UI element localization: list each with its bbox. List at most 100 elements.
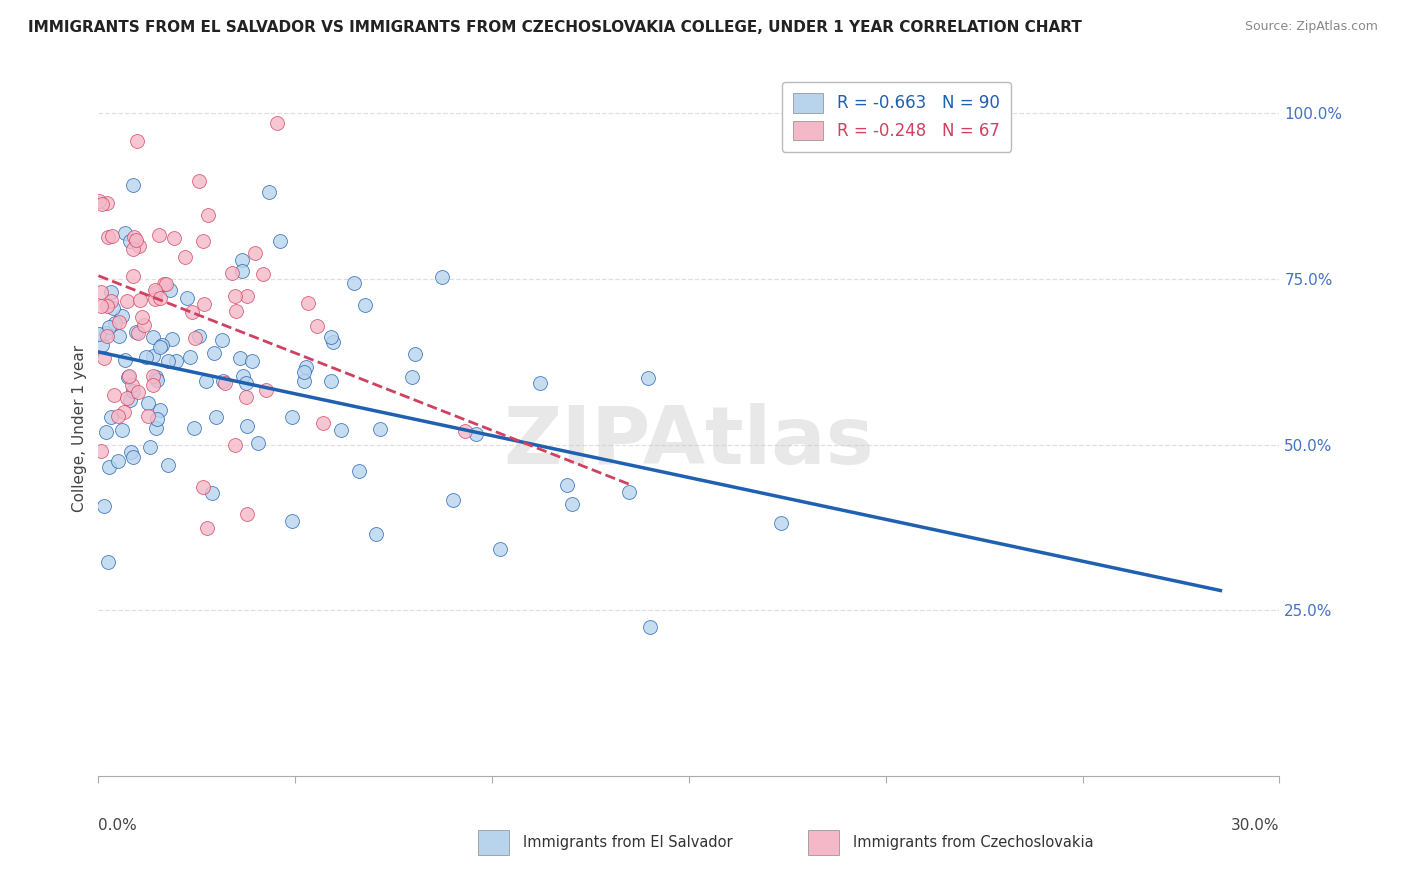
Point xyxy=(120,392,142,407)
Point xyxy=(232,368,254,383)
Point xyxy=(145,421,167,435)
Point xyxy=(221,266,243,280)
Point xyxy=(204,409,226,424)
Point xyxy=(112,405,135,419)
Point xyxy=(142,368,165,383)
Point xyxy=(149,291,172,305)
Point xyxy=(229,351,252,366)
Point xyxy=(142,349,165,363)
Point xyxy=(529,376,551,390)
Point xyxy=(96,328,118,343)
Point xyxy=(104,316,127,330)
Point xyxy=(122,450,145,465)
Point xyxy=(368,422,391,436)
Point xyxy=(150,338,173,352)
Point xyxy=(157,458,180,472)
Point xyxy=(111,423,134,437)
Text: 0.0%: 0.0% xyxy=(98,818,138,833)
Point xyxy=(108,315,131,329)
Point xyxy=(252,268,274,282)
Point xyxy=(179,351,201,365)
Point xyxy=(128,239,150,253)
Point xyxy=(637,371,659,385)
Point xyxy=(329,423,352,437)
Point xyxy=(114,353,136,368)
Point xyxy=(211,334,233,348)
Point xyxy=(240,354,263,368)
Legend: R = -0.663   N = 90, R = -0.248   N = 67: R = -0.663 N = 90, R = -0.248 N = 67 xyxy=(782,82,1011,152)
Point xyxy=(125,134,148,148)
Point xyxy=(638,620,661,634)
Point xyxy=(247,435,270,450)
Point xyxy=(183,421,205,435)
Point xyxy=(120,444,142,458)
Point xyxy=(312,416,335,430)
Point xyxy=(269,234,291,248)
Point xyxy=(146,411,169,425)
Point xyxy=(235,390,257,404)
Point xyxy=(122,242,145,256)
Text: Immigrants from El Salvador: Immigrants from El Salvador xyxy=(523,835,733,849)
Point xyxy=(236,418,259,433)
Point xyxy=(321,330,343,344)
Point xyxy=(107,454,129,468)
Point xyxy=(107,409,129,424)
Text: Immigrants from Czechoslovakia: Immigrants from Czechoslovakia xyxy=(853,835,1094,849)
Point xyxy=(101,301,124,316)
Point xyxy=(139,441,162,455)
Point xyxy=(292,374,315,388)
Point xyxy=(96,299,118,313)
Point xyxy=(97,229,120,244)
Point xyxy=(224,289,246,303)
Point xyxy=(122,230,145,244)
Point xyxy=(94,326,117,340)
Point xyxy=(322,335,344,350)
Point xyxy=(93,499,115,513)
Point xyxy=(100,285,122,300)
Point xyxy=(319,374,342,388)
Point xyxy=(236,289,259,303)
Point xyxy=(100,409,122,424)
Point xyxy=(202,345,225,359)
Point xyxy=(162,332,184,346)
Point xyxy=(90,300,112,314)
Point xyxy=(156,354,179,368)
Point xyxy=(90,443,112,458)
Point xyxy=(122,269,145,284)
Point xyxy=(142,378,165,392)
Point xyxy=(98,459,121,474)
Point xyxy=(97,319,120,334)
Point xyxy=(441,492,464,507)
Point xyxy=(266,116,288,130)
Point xyxy=(155,277,177,292)
Point xyxy=(91,197,114,211)
FancyBboxPatch shape xyxy=(808,830,839,855)
Point xyxy=(97,555,120,569)
Point xyxy=(94,425,117,440)
Point xyxy=(231,264,253,278)
Point xyxy=(195,521,218,535)
Point xyxy=(489,541,512,556)
Point xyxy=(231,253,253,268)
Point xyxy=(108,328,131,343)
Point xyxy=(90,285,112,300)
Text: ZIPAtlas: ZIPAtlas xyxy=(503,403,875,481)
Point xyxy=(769,516,792,530)
Point xyxy=(145,285,167,300)
Point xyxy=(342,276,364,290)
Point xyxy=(193,297,215,311)
Point xyxy=(465,427,488,442)
Point xyxy=(148,227,170,242)
Point xyxy=(143,283,166,297)
Point xyxy=(188,328,211,343)
Point xyxy=(555,478,578,492)
Point xyxy=(243,246,266,260)
Point xyxy=(224,438,246,452)
Point xyxy=(404,347,426,361)
Point xyxy=(254,383,277,397)
Point xyxy=(122,384,145,398)
Point xyxy=(149,403,172,417)
Point xyxy=(131,310,153,324)
Point xyxy=(129,293,152,307)
Point xyxy=(101,228,124,243)
